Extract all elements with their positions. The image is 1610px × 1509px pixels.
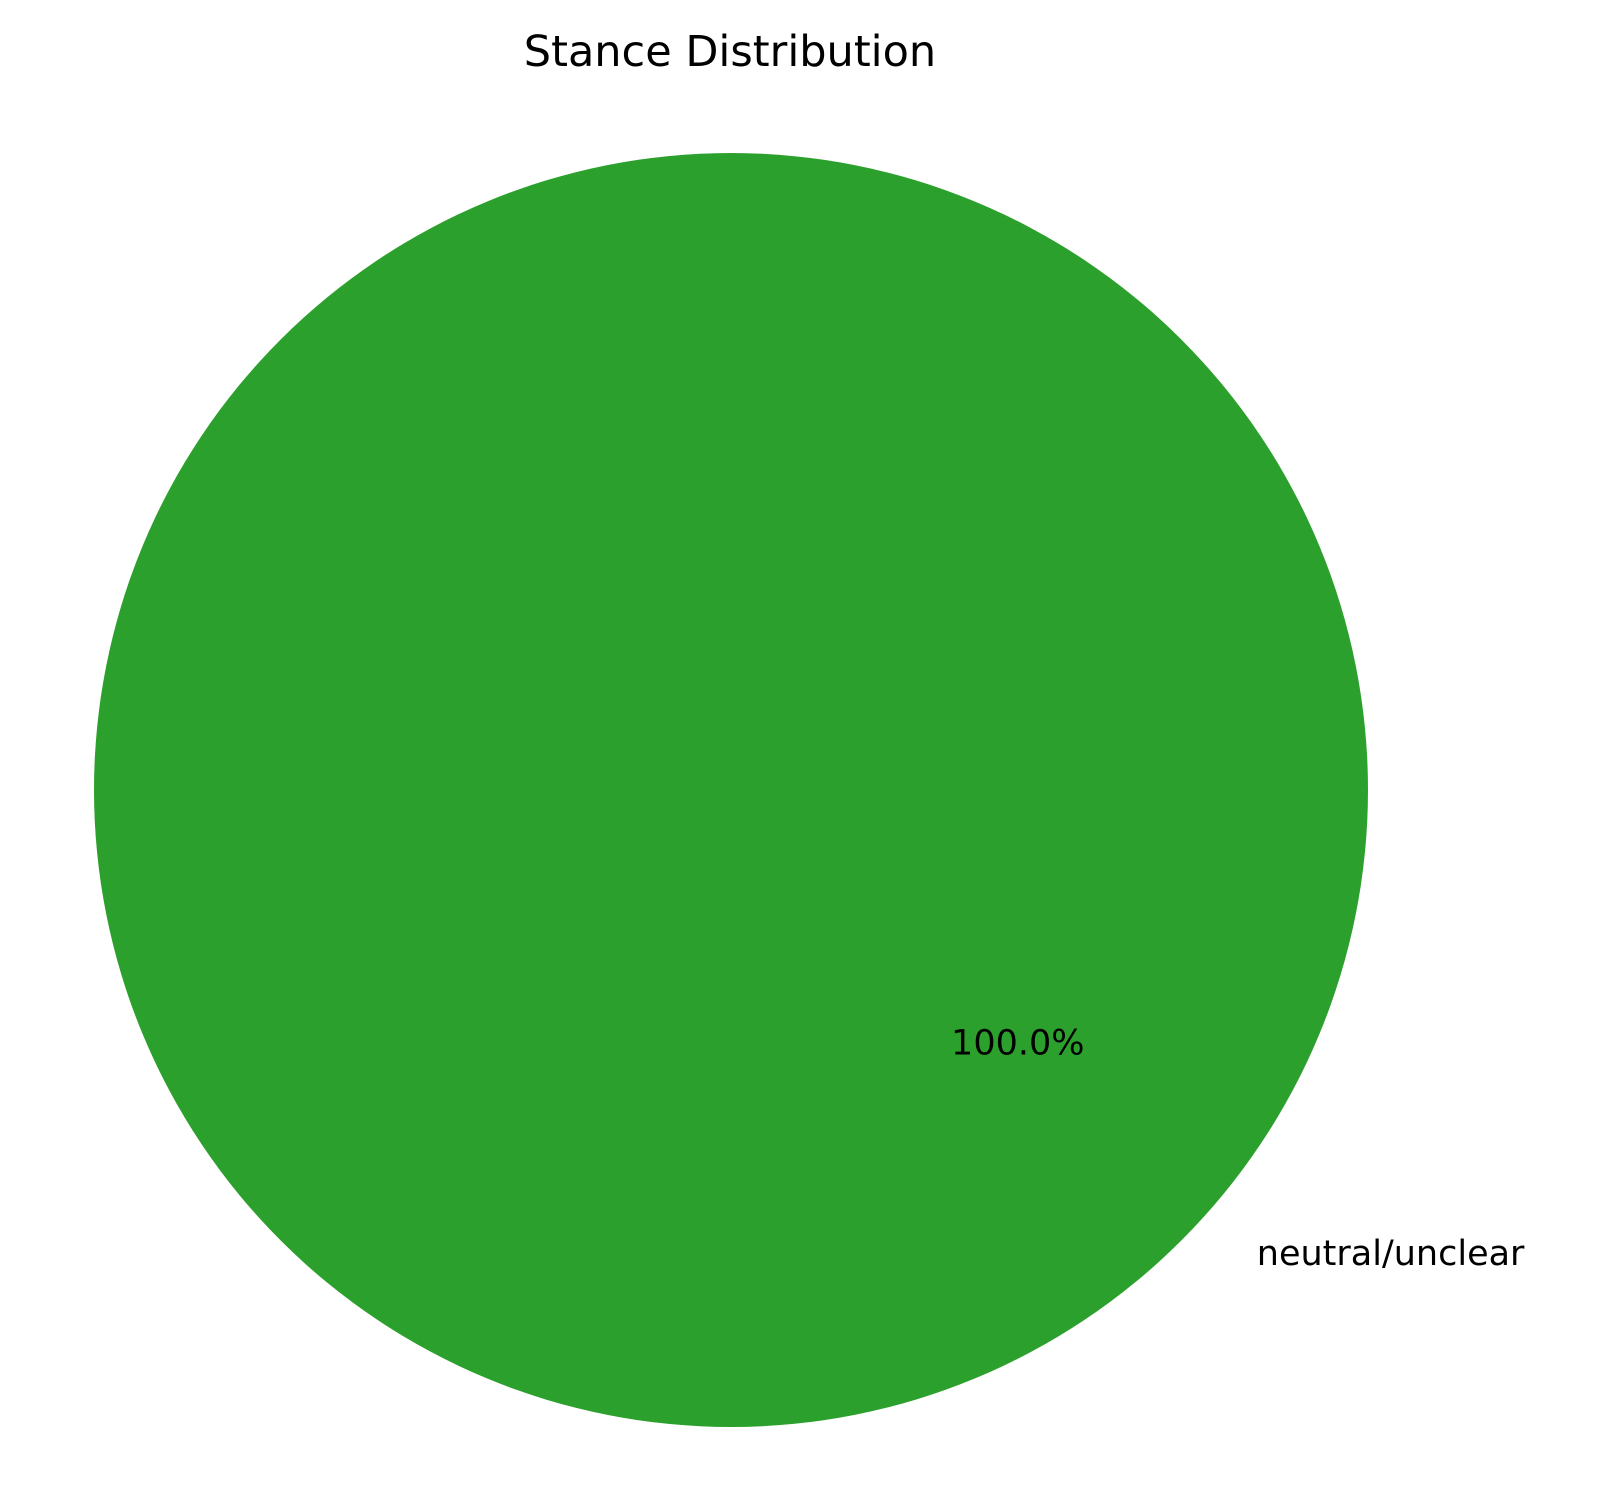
slice-label: neutral/unclear xyxy=(1257,1234,1525,1274)
chart-title: Stance Distribution xyxy=(524,27,936,77)
pie-slices xyxy=(94,153,1368,1427)
pie-labels: neutral/unclear 100.0% xyxy=(951,1024,1525,1275)
pie-slice xyxy=(94,153,1368,1427)
slice-percent-label: 100.0% xyxy=(951,1024,1084,1064)
